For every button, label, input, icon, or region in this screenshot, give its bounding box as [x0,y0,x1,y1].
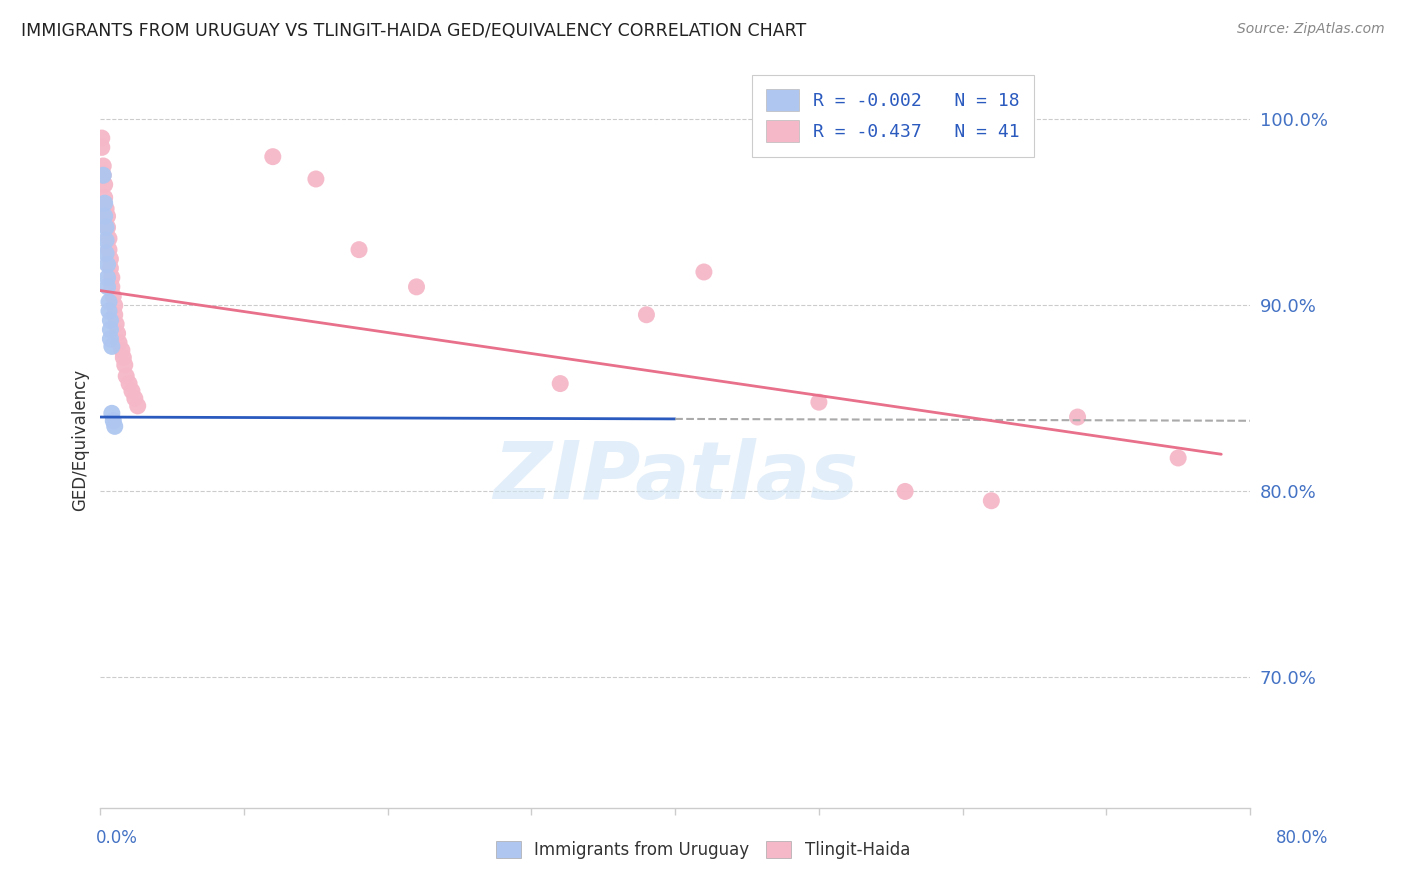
Point [96,258,118,272]
Point [980,493,1002,508]
Point [91,168,114,182]
Point [100,323,122,337]
Point [107,326,129,341]
Point [347,243,370,257]
Point [807,395,830,409]
Point [100,261,122,276]
Point [111,343,134,357]
Y-axis label: GED/Equivalency: GED/Equivalency [72,369,89,511]
Point [108,335,131,350]
Point [101,270,124,285]
Point [96,220,118,235]
Point [100,313,122,327]
Point [114,358,136,372]
Point [305,172,328,186]
Point [118,376,141,391]
Point [96,280,118,294]
Point [103,289,125,303]
Point [104,308,127,322]
Point [93,191,115,205]
Point [96,209,118,223]
Point [112,351,135,365]
Point [91,168,114,182]
Point [103,414,125,428]
Point [93,209,115,223]
Point [91,159,114,173]
Point [98,243,121,257]
Text: ZIPatlas: ZIPatlas [492,438,858,516]
Text: 80.0%: 80.0% [1277,830,1329,847]
Point [894,484,917,499]
Point [124,392,146,406]
Point [100,332,122,346]
Point [693,265,716,279]
Point [94,220,117,235]
Point [101,406,124,420]
Point [94,233,117,247]
Text: 0.0%: 0.0% [96,830,138,847]
Point [405,280,427,294]
Legend: Immigrants from Uruguay, Tlingit-Haida: Immigrants from Uruguay, Tlingit-Haida [488,833,918,868]
Text: IMMIGRANTS FROM URUGUAY VS TLINGIT-HAIDA GED/EQUIVALENCY CORRELATION CHART: IMMIGRANTS FROM URUGUAY VS TLINGIT-HAIDA… [21,22,806,40]
Point [1066,410,1088,425]
Point [548,376,571,391]
Text: Source: ZipAtlas.com: Source: ZipAtlas.com [1237,22,1385,37]
Point [94,246,117,260]
Point [636,308,658,322]
Point [101,339,124,353]
Point [94,202,117,216]
Point [262,150,284,164]
Point [127,399,149,413]
Point [98,304,121,318]
Point [90,131,112,145]
Point [96,270,118,285]
Point [121,384,143,398]
Point [101,280,124,294]
Point [115,369,138,384]
Point [90,140,112,154]
Point [93,178,115,192]
Point [1167,450,1189,465]
Point [100,252,122,266]
Point [98,294,121,309]
Point [104,419,127,434]
Legend: R = -0.002   N = 18, R = -0.437   N = 41: R = -0.002 N = 18, R = -0.437 N = 41 [752,75,1033,157]
Point [104,298,127,312]
Point [93,196,115,211]
Point [105,317,128,331]
Point [98,231,121,245]
